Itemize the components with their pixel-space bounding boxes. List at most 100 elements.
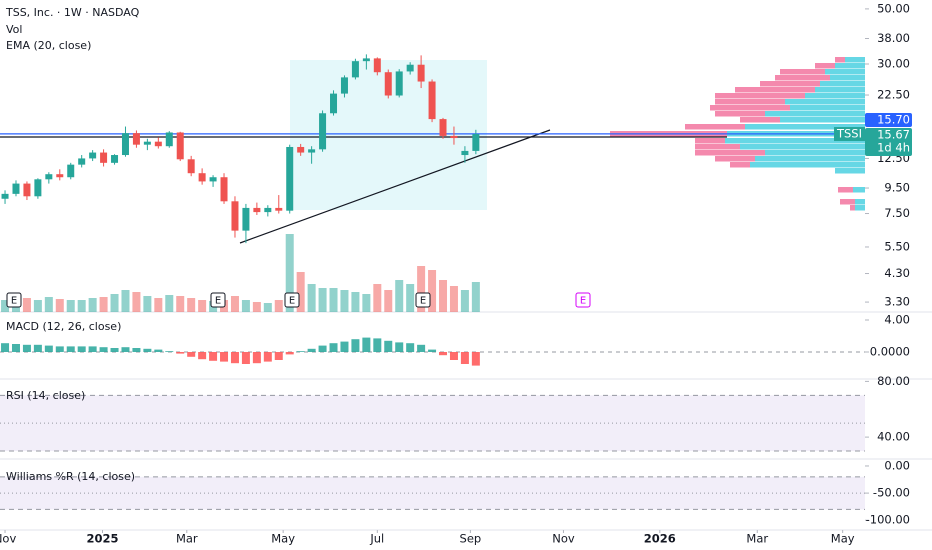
macd-histogram-bar <box>439 352 448 356</box>
macd-histogram-bar <box>110 348 119 352</box>
volume-profile-down <box>695 144 740 150</box>
macd-histogram-bar <box>329 343 338 352</box>
volume-profile-down <box>710 105 790 111</box>
volume-profile-down <box>840 199 855 205</box>
candle-body <box>253 207 261 213</box>
macd-histogram-bar <box>22 344 31 352</box>
y-tick-label: 22.50 <box>877 88 910 102</box>
candle-body <box>373 58 381 73</box>
volume-bar <box>154 298 163 312</box>
volume-bar <box>88 298 97 312</box>
volume-profile-down <box>740 117 780 123</box>
macd-title: MACD (12, 26, close) <box>6 320 121 333</box>
macd-histogram-bar <box>77 346 86 352</box>
candle-body <box>384 72 392 96</box>
volume-profile-down <box>695 150 765 156</box>
volume-profile-up <box>845 57 865 63</box>
macd-histogram-bar <box>187 352 196 357</box>
volume-profile-down <box>685 124 745 130</box>
macd-histogram-bar <box>55 346 64 352</box>
macd-histogram-bar <box>373 338 382 352</box>
price-line-box <box>865 113 912 128</box>
candle-body <box>78 158 86 165</box>
volume-profile-up <box>790 105 865 111</box>
candle-body <box>67 164 75 178</box>
volume-bar <box>428 270 437 312</box>
earnings-label: E <box>289 296 295 307</box>
candle-body <box>351 61 359 78</box>
y-tick-label: 50.00 <box>877 1 910 15</box>
volume-bar <box>395 280 404 312</box>
earnings-label: E <box>11 296 17 307</box>
volume-bar <box>241 300 250 312</box>
y-tick-label: 38.00 <box>877 31 910 45</box>
candle-body <box>439 119 447 136</box>
macd-histogram-bar <box>449 352 458 360</box>
candle-body <box>12 183 20 194</box>
volume-title: Vol <box>6 23 22 36</box>
macd-histogram-bar <box>340 341 349 352</box>
macd-histogram-bar <box>165 351 174 352</box>
x-tick-label: Nov <box>0 532 16 546</box>
volume-bar <box>77 300 86 312</box>
volume-profile-up <box>825 69 865 75</box>
volume-bar <box>340 290 349 312</box>
macd-histogram-bar <box>241 352 250 364</box>
volume-bar <box>187 298 196 312</box>
symbol-label: TSSI <box>836 127 862 141</box>
macd-histogram-bar <box>11 344 20 352</box>
candle-body <box>472 134 480 151</box>
macd-histogram-bar <box>88 346 97 352</box>
earnings-marker <box>210 292 226 308</box>
ema-title: EMA (20, close) <box>6 39 91 52</box>
x-tick-label: May <box>271 532 295 546</box>
volume-bar <box>439 280 448 312</box>
candle-body <box>111 155 119 163</box>
candle-body <box>100 152 108 163</box>
candle-body <box>264 207 272 213</box>
last-price-label: 15.67 <box>877 128 910 142</box>
volume-profile-down <box>775 75 830 81</box>
volume-profile-up <box>820 81 865 87</box>
macd-histogram-bar <box>44 345 53 352</box>
x-tick-label: 2025 <box>86 532 118 546</box>
volume-profile-up <box>805 93 865 99</box>
volume-profile-up <box>740 144 865 150</box>
volume-profile-up <box>780 117 865 123</box>
volume-bar <box>165 295 174 312</box>
volume-profile-up <box>835 63 865 69</box>
macd-histogram-bar <box>395 342 404 352</box>
y-tick-label: 0.00 <box>884 458 910 472</box>
volume-bar <box>351 292 360 312</box>
volume-bar <box>132 292 141 312</box>
volume-profile-up <box>745 124 865 130</box>
x-tick-label: Sep <box>460 532 482 546</box>
volume-profile-up <box>765 150 865 156</box>
earnings-label: E <box>420 296 426 307</box>
macd-histogram-bar <box>460 352 469 364</box>
volume-bar <box>110 294 119 312</box>
candle-body <box>231 201 239 231</box>
x-tick-label: Mar <box>746 532 768 546</box>
volume-profile-down <box>695 138 725 144</box>
volume-bar <box>274 300 283 312</box>
volume-bar <box>263 303 272 312</box>
y-tick-label: 80.00 <box>877 374 910 388</box>
candle-body <box>45 174 53 180</box>
candle-body <box>220 177 228 202</box>
candle-body <box>132 133 140 145</box>
earnings-marker <box>575 292 591 308</box>
y-tick-label: 7.50 <box>884 206 910 220</box>
macd-histogram-bar <box>154 349 163 352</box>
x-tick-label: Jul <box>369 532 384 546</box>
candle-body <box>461 150 469 156</box>
candle-body <box>187 159 195 174</box>
candle-body <box>286 146 294 211</box>
volume-bar <box>176 296 185 312</box>
volume-bar <box>22 298 31 312</box>
macd-histogram-bar <box>384 340 393 352</box>
macd-histogram-bar <box>1 343 10 352</box>
macd-histogram-bar <box>406 343 415 352</box>
